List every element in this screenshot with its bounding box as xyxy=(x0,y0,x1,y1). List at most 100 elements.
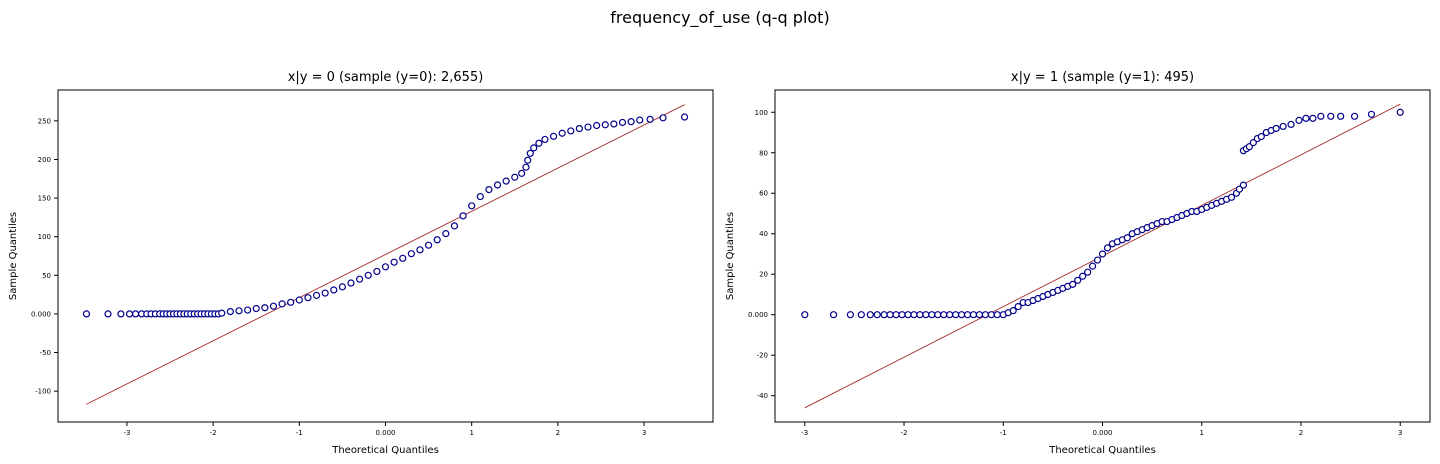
sample-point xyxy=(468,202,476,210)
sample-point xyxy=(1088,262,1097,270)
x-tick-label: -3 xyxy=(801,429,808,437)
sample-point xyxy=(261,304,269,312)
sample-point xyxy=(1227,193,1236,201)
sample-point xyxy=(117,310,125,318)
sample-point xyxy=(541,135,549,144)
sample-point xyxy=(1272,124,1280,133)
sample-point xyxy=(886,311,894,319)
x-tick-label: -2 xyxy=(210,429,217,437)
y-tick-label: 200 xyxy=(38,156,51,164)
sample-point xyxy=(940,311,948,319)
qq-plot-panel-y1: x|y = 1 (sample (y=1): 495) -3 -2 -1 0.000 1 2… xyxy=(725,70,1431,456)
sample-point xyxy=(476,192,484,201)
sample-point xyxy=(304,294,312,302)
x-tick-label: 0.000 xyxy=(375,429,395,437)
sample-point xyxy=(485,186,493,194)
x-axis-label: Theoretical Quantiles xyxy=(331,445,439,456)
sample-point xyxy=(963,311,972,319)
sample-point xyxy=(1327,112,1335,120)
sample-point xyxy=(898,311,906,319)
sample-point xyxy=(1009,307,1017,315)
sample-point xyxy=(1074,276,1082,284)
y-tick-label: -100 xyxy=(35,388,51,396)
y-tick-label: 250 xyxy=(38,117,51,125)
sample-point xyxy=(347,279,355,287)
sample-point xyxy=(535,139,543,147)
sample-point xyxy=(1014,303,1022,311)
sample-point xyxy=(1396,108,1404,116)
sample-point xyxy=(1079,272,1087,280)
sample-point xyxy=(1309,114,1317,122)
sample-point xyxy=(922,311,930,319)
sample-point xyxy=(846,311,855,319)
sample-point xyxy=(593,121,601,130)
x-tick-label: 0.000 xyxy=(1092,429,1112,437)
sample-point xyxy=(459,212,467,220)
sample-point xyxy=(218,309,226,317)
sample-point xyxy=(636,116,644,124)
panel-title: x|y = 0 (sample (y=0): 2,655) xyxy=(288,70,484,85)
sample-point xyxy=(442,230,450,238)
sample-point xyxy=(1287,120,1295,129)
sample-point xyxy=(659,114,667,122)
sample-point xyxy=(287,298,295,306)
sample-point xyxy=(131,310,140,318)
sample-point xyxy=(502,177,510,185)
sample-point xyxy=(987,311,995,319)
sample-point xyxy=(526,149,534,157)
sample-point xyxy=(82,310,91,318)
y-tick-label: 60 xyxy=(759,190,768,198)
reference-line xyxy=(86,104,685,405)
y-tick-label: 150 xyxy=(38,195,51,203)
y-tick-label: 100 xyxy=(38,233,51,241)
sample-point xyxy=(522,163,530,171)
sample-point xyxy=(618,118,627,127)
x-tick-label: 3 xyxy=(642,429,646,437)
sample-point xyxy=(610,120,618,128)
x-tick-label: -3 xyxy=(123,429,130,437)
y-tick-label: 0.000 xyxy=(31,310,51,318)
sample-point xyxy=(373,267,381,276)
sample-point xyxy=(981,311,989,319)
y-tick-label: 50 xyxy=(42,272,51,280)
x-tick-label: 3 xyxy=(1398,429,1402,437)
sample-point xyxy=(946,311,954,319)
sample-point xyxy=(390,258,398,266)
sample-point xyxy=(1069,280,1077,288)
figure-title: frequency_of_use (q-q plot) xyxy=(610,8,829,28)
sample-point xyxy=(1350,112,1359,120)
x-tick-label: -2 xyxy=(901,429,908,437)
sample-point xyxy=(601,121,609,129)
sample-point xyxy=(1098,250,1107,258)
x-tick-label: -1 xyxy=(1000,429,1007,437)
y-tick-label: 0.000 xyxy=(748,311,768,319)
sample-point xyxy=(399,254,407,262)
panel-title: x|y = 1 (sample (y=1): 495) xyxy=(1011,70,1194,85)
sample-point xyxy=(646,115,654,123)
sample-point xyxy=(549,132,558,140)
x-tick-label: 1 xyxy=(1200,429,1204,437)
sample-point xyxy=(801,311,809,319)
sample-point xyxy=(993,311,1001,319)
sample-point xyxy=(226,307,234,316)
sample-point xyxy=(104,310,112,318)
sample-point xyxy=(364,271,372,279)
y-tick-label: 40 xyxy=(759,230,768,238)
sample-point xyxy=(269,302,278,310)
sample-point xyxy=(381,263,390,271)
sample-point xyxy=(424,241,433,249)
sample-point xyxy=(928,311,936,319)
sample-point xyxy=(416,246,424,254)
sample-point xyxy=(969,311,978,319)
sample-point xyxy=(244,306,252,314)
sample-point xyxy=(356,275,364,283)
sample-point xyxy=(433,236,441,244)
x-tick-label: 2 xyxy=(556,429,560,437)
sample-point xyxy=(1337,112,1345,120)
y-axis-label: Sample Quantiles xyxy=(8,212,19,300)
y-tick-label: -50 xyxy=(40,349,51,357)
sample-point xyxy=(235,307,243,315)
sample-point xyxy=(1295,116,1303,124)
sample-point xyxy=(1093,256,1102,264)
